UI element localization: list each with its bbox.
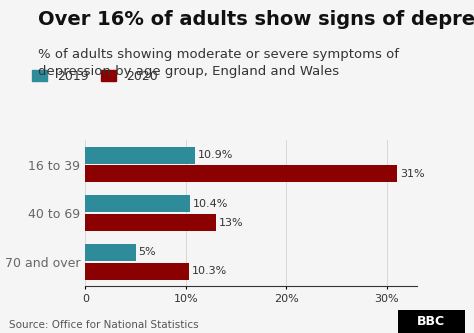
Text: Source: Office for National Statistics: Source: Office for National Statistics bbox=[9, 320, 199, 330]
Text: 31%: 31% bbox=[400, 169, 425, 179]
Text: 5%: 5% bbox=[138, 247, 156, 257]
Bar bbox=[85, 166, 397, 182]
Bar bbox=[85, 214, 216, 231]
Text: 13%: 13% bbox=[219, 217, 244, 227]
Text: 10.9%: 10.9% bbox=[198, 150, 233, 160]
Bar bbox=[85, 244, 136, 261]
Bar bbox=[85, 195, 190, 212]
Text: 10.4%: 10.4% bbox=[193, 199, 228, 209]
Bar bbox=[85, 147, 195, 164]
Bar bbox=[85, 263, 189, 280]
Text: BBC: BBC bbox=[417, 315, 446, 328]
Legend: 2019, 2020: 2019, 2020 bbox=[32, 70, 158, 83]
Text: Over 16% of adults show signs of depression: Over 16% of adults show signs of depress… bbox=[38, 10, 474, 29]
Text: % of adults showing moderate or severe symptoms of
depression by age group, Engl: % of adults showing moderate or severe s… bbox=[38, 48, 399, 78]
Text: 10.3%: 10.3% bbox=[192, 266, 227, 276]
